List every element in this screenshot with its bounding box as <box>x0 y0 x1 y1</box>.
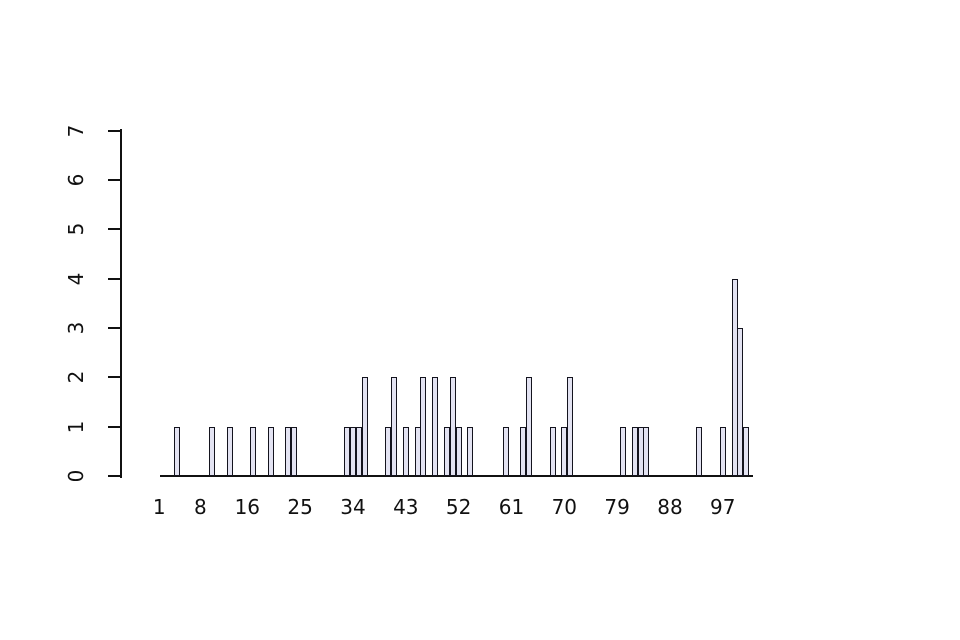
y-axis-tick-6 <box>108 178 122 181</box>
x-axis-label-70: 70 <box>551 495 578 519</box>
bar-slot-54 <box>467 426 474 476</box>
x-axis-label-97: 97 <box>710 495 736 519</box>
x-axis-label-16: 16 <box>234 495 261 519</box>
y-axis-tick-3 <box>108 326 122 329</box>
bar-slot-45 <box>414 426 421 476</box>
bar-slot-35 <box>355 426 362 476</box>
bar-slot-48 <box>432 377 439 476</box>
y-axis-label-6: 6 <box>64 173 88 187</box>
bar-slot-80 <box>620 426 626 476</box>
bar-slot-10 <box>209 426 216 476</box>
bar-slot-20 <box>267 426 274 476</box>
bar-slot-99 <box>731 278 738 476</box>
bar-slot-13 <box>226 426 233 476</box>
bar-slot-101 <box>743 426 750 476</box>
bar-slot-60 <box>502 426 509 476</box>
bar-slot-63 <box>520 426 527 476</box>
bar-slot-34 <box>349 426 356 476</box>
bar-slot-36 <box>361 377 368 476</box>
bar-slot-24 <box>291 426 298 476</box>
y-axis-label-0: 0 <box>64 469 88 483</box>
y-axis-tick-1 <box>108 425 122 428</box>
x-axis-label-1: 1 <box>152 495 166 519</box>
bar-slot-51 <box>449 377 456 476</box>
bar-slot-83 <box>637 426 644 476</box>
y-axis-tick-4 <box>108 277 122 280</box>
bar-slot-93 <box>696 426 703 476</box>
bar-slot-70 <box>561 426 568 476</box>
bar-slot-23 <box>285 426 292 476</box>
y-axis-tick-0 <box>108 475 122 477</box>
x-axis-label-25: 25 <box>287 495 313 519</box>
y-axis-label-1: 1 <box>64 420 88 434</box>
bar-slot-4 <box>173 426 180 476</box>
x-axis-label-43: 43 <box>393 495 419 519</box>
x-axis-label-34: 34 <box>340 495 366 519</box>
bar-slot-71 <box>567 377 574 476</box>
bar-slot-64 <box>526 377 533 476</box>
y-axis-line <box>120 129 122 478</box>
bar-slot-52 <box>455 426 462 476</box>
bar-slot-17 <box>250 426 257 476</box>
bar-slot-100 <box>737 327 744 476</box>
x-axis-label-88: 88 <box>657 495 683 519</box>
bar-slot-40 <box>385 426 392 476</box>
bar-slot-46 <box>420 377 427 476</box>
bar-slot-41 <box>391 377 398 476</box>
bar-slot-97 <box>719 426 726 476</box>
x-axis-label-61: 61 <box>498 495 525 519</box>
bar-slot-50 <box>443 426 450 476</box>
x-axis-label-8: 8 <box>193 495 207 519</box>
bar-slot-68 <box>549 426 556 476</box>
bar-slot-84 <box>643 426 650 476</box>
x-axis-label-52: 52 <box>445 495 472 519</box>
y-axis-tick-5 <box>108 228 122 231</box>
y-axis-label-2: 2 <box>64 370 88 384</box>
bar-slot-43 <box>402 426 409 476</box>
y-axis-label-7: 7 <box>64 124 88 137</box>
bar-slot-82 <box>631 426 638 476</box>
y-axis-tick-7 <box>108 129 122 132</box>
y-axis-label-5: 5 <box>64 222 88 236</box>
y-axis-tick-2 <box>108 376 122 379</box>
y-axis-label-3: 3 <box>64 321 88 335</box>
x-axis-line <box>160 475 753 477</box>
bar-slot-33 <box>344 426 351 476</box>
y-axis-label-4: 4 <box>64 272 88 285</box>
x-axis-label-79: 79 <box>604 495 630 519</box>
